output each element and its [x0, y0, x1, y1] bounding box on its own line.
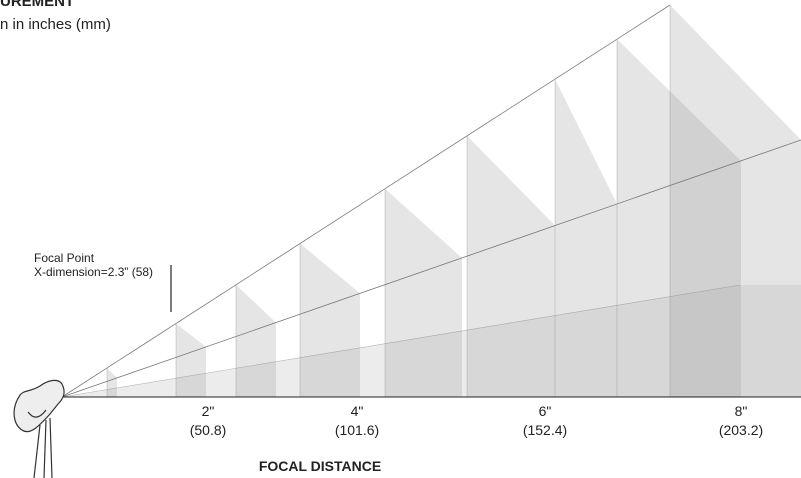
slice	[670, 5, 801, 397]
tick-inches: 8"	[735, 403, 748, 419]
slice	[617, 39, 741, 397]
scanner-handle	[27, 409, 53, 478]
slice	[107, 367, 117, 397]
tick-mm: (101.6)	[335, 422, 379, 438]
upper-line	[61, 4, 671, 398]
slice	[555, 79, 617, 397]
axis-label: FOCAL DISTANCE	[259, 458, 381, 474]
slice	[300, 243, 360, 397]
scanner	[13, 379, 65, 433]
slice	[467, 135, 555, 397]
tick-mm: (203.2)	[719, 422, 763, 438]
tick-inches: 4"	[351, 403, 364, 419]
title: UREMENT	[0, 0, 74, 10]
annotation: X-dimension=2.3” (58)	[34, 265, 153, 279]
floor-line	[61, 284, 741, 398]
tick-inches: 2"	[202, 403, 215, 419]
tick-inches: 6"	[539, 403, 552, 419]
slice	[176, 323, 206, 397]
floor	[62, 285, 801, 397]
tick-mm: (152.4)	[523, 422, 567, 438]
tick-mm: (50.8)	[190, 422, 227, 438]
subtitle: n in inches (mm)	[0, 16, 111, 33]
scan-field	[61, 5, 801, 398]
slice	[236, 284, 276, 397]
slice	[385, 188, 462, 397]
annotation: Focal Point	[34, 251, 95, 265]
middle-line	[61, 139, 801, 398]
